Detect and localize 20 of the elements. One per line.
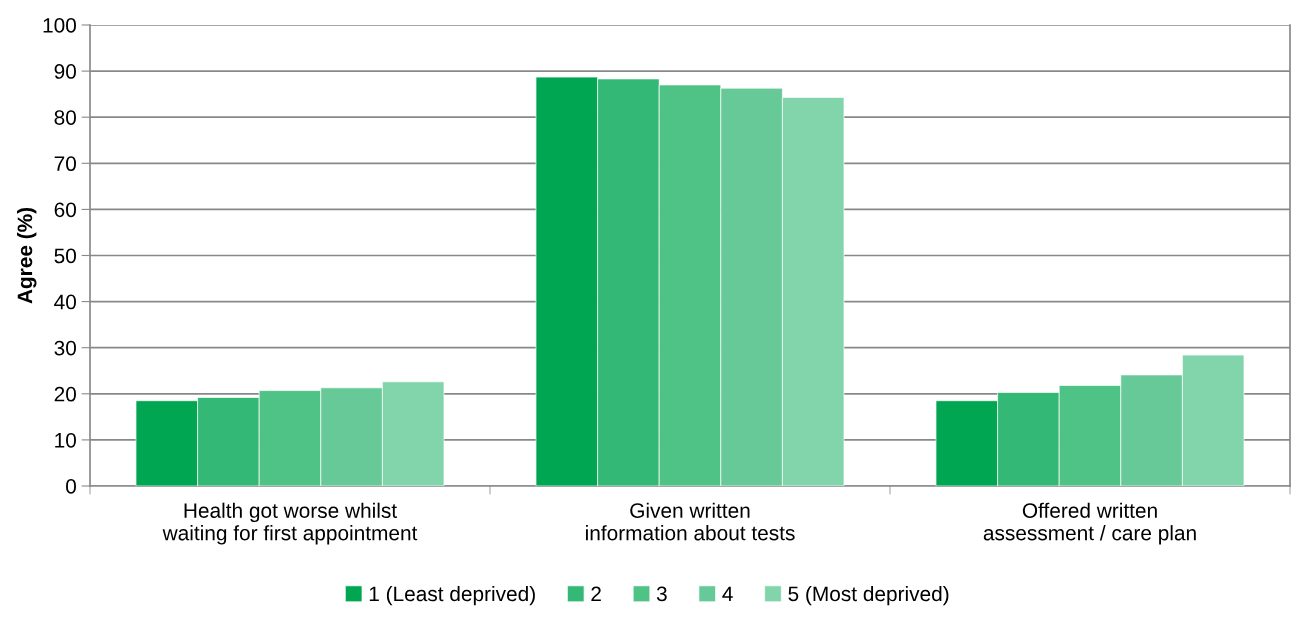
y-tick-label: 70: [54, 156, 76, 172]
x-tick-label: Offered written assessment / care plan: [983, 502, 1196, 545]
y-tick-label: 50: [54, 248, 76, 264]
y-tick-label: 30: [54, 340, 76, 356]
y-tick-label: 80: [54, 110, 76, 125]
y-tick-label: 0: [66, 479, 76, 494]
legend-label: 2: [591, 586, 601, 602]
x-tick-label: Given written information about tests: [586, 502, 795, 541]
x-tick-label: Health got worse whilst waiting for first appointment: [162, 502, 418, 545]
y-tick-label: 90: [54, 64, 76, 79]
legend-label: 4: [722, 586, 733, 602]
y-tick-label: 100: [43, 18, 76, 33]
y-tick-label: 20: [54, 386, 76, 402]
legend-label: 5 (Most deprived): [788, 585, 949, 606]
y-tick-label: 60: [54, 202, 76, 218]
y-tick-label: 10: [55, 432, 76, 448]
y-tick-label: 40: [54, 294, 76, 310]
legend-label: 1 (Least deprived): [369, 585, 535, 606]
y-axis-title: Agree (%): [16, 207, 37, 304]
legend-label: 3: [656, 586, 667, 602]
